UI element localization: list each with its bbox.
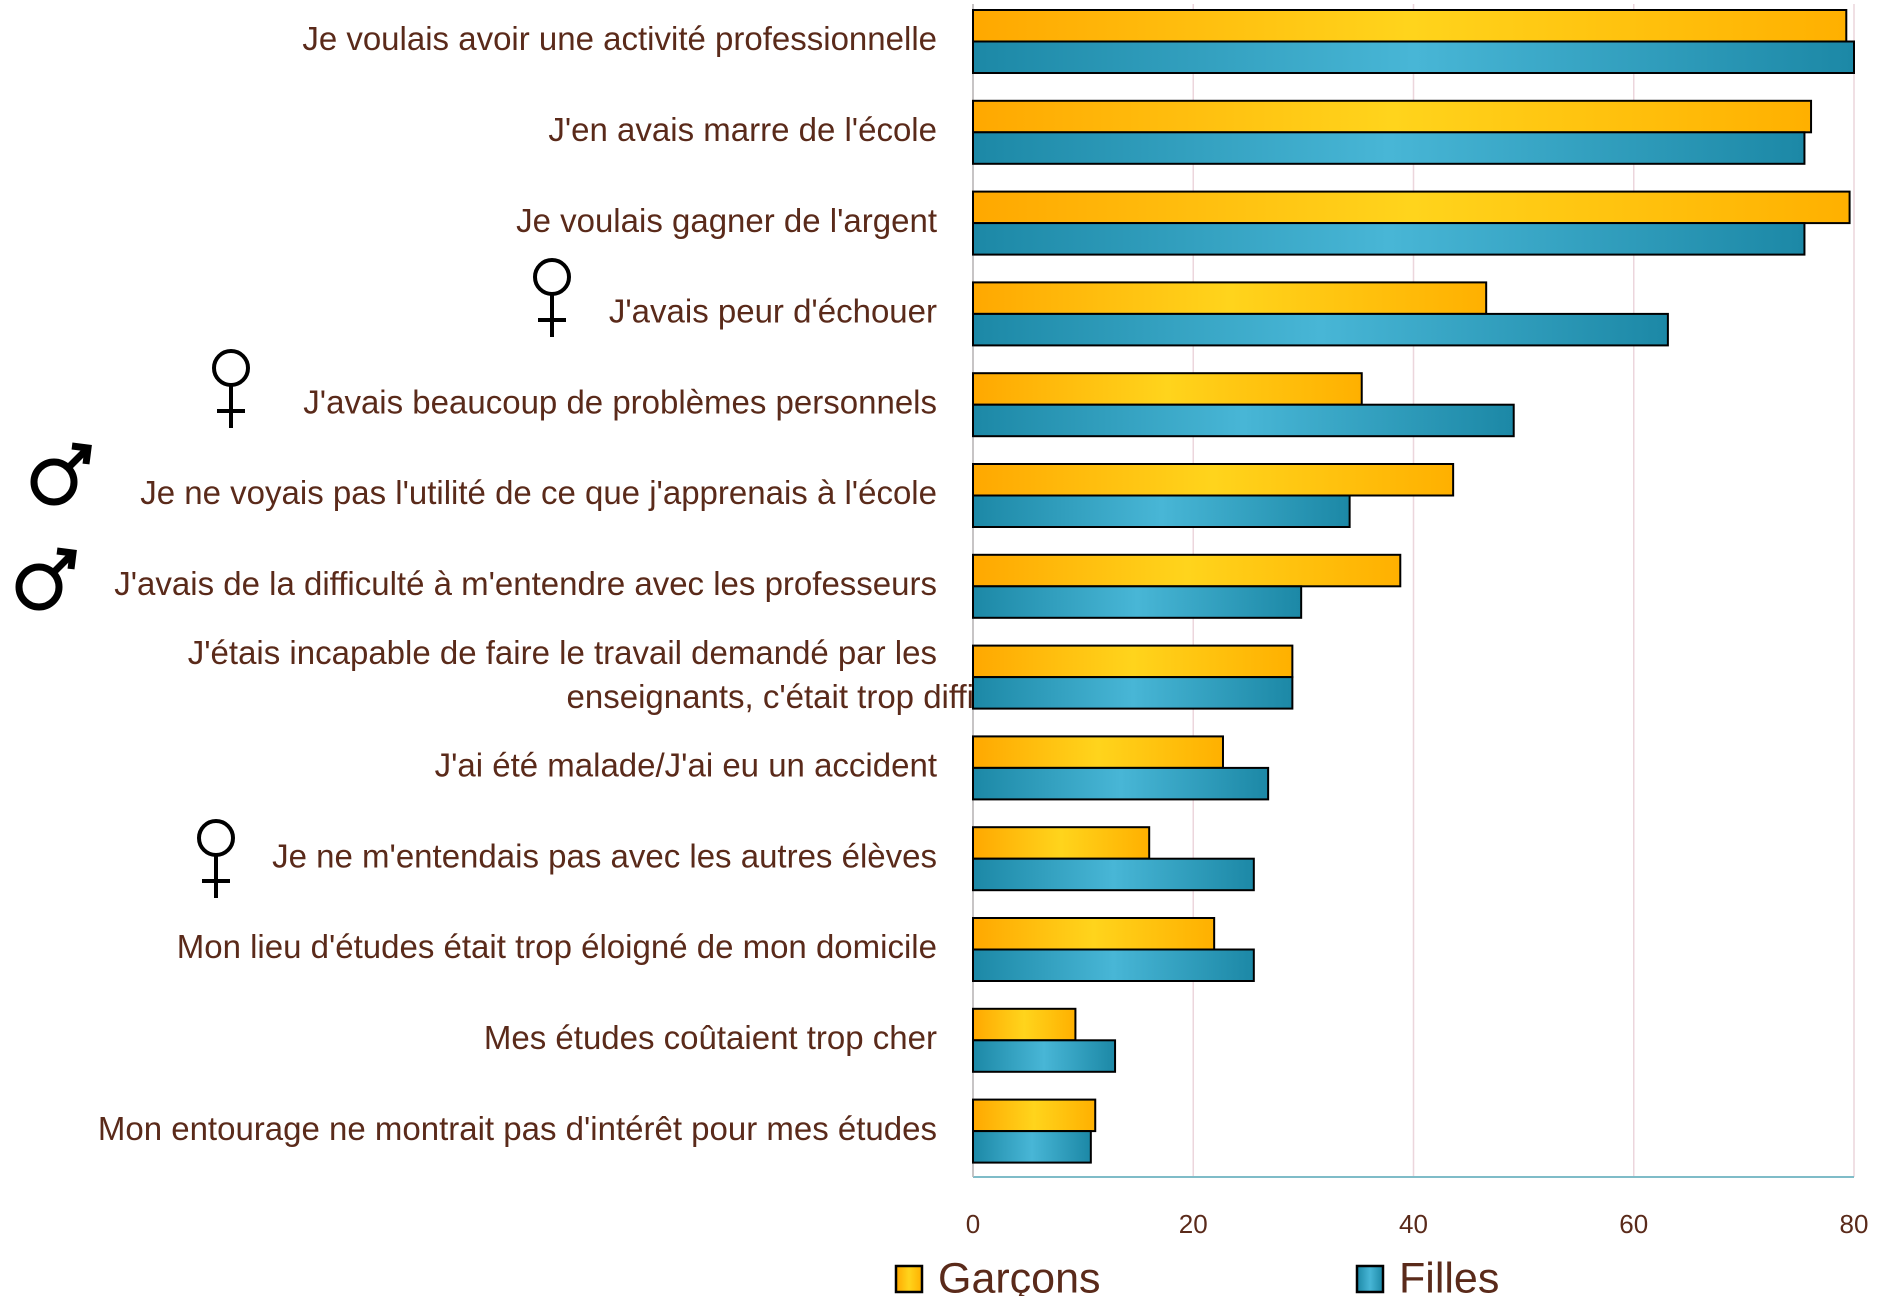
legend-swatch bbox=[1355, 1264, 1385, 1294]
bar bbox=[972, 494, 1351, 528]
category-label: Je voulais avoir une activité profession… bbox=[302, 20, 937, 57]
bar bbox=[972, 676, 1294, 710]
bar bbox=[972, 312, 1669, 347]
bar bbox=[972, 735, 1224, 769]
bar bbox=[972, 857, 1255, 892]
category-label: Mon entourage ne montrait pas d'intérêt … bbox=[98, 1110, 937, 1147]
bar bbox=[972, 190, 1851, 225]
bar bbox=[972, 403, 1515, 438]
category-label: Je ne voyais pas l'utilité de ce que j'a… bbox=[140, 474, 937, 511]
bar bbox=[972, 9, 1848, 43]
bar bbox=[972, 948, 1255, 982]
bar bbox=[972, 553, 1402, 588]
bar bbox=[972, 585, 1303, 619]
bar bbox=[972, 372, 1363, 406]
legend-label: Filles bbox=[1399, 1254, 1499, 1296]
x-tick-label: 0 bbox=[966, 1209, 980, 1239]
bar bbox=[972, 1098, 1097, 1133]
bar bbox=[972, 222, 1806, 256]
female-icon bbox=[533, 258, 571, 337]
bar bbox=[972, 281, 1488, 315]
x-tick-label: 80 bbox=[1840, 1209, 1869, 1239]
bar bbox=[972, 644, 1294, 679]
category-label: J'ai été malade/J'ai eu un accident bbox=[435, 747, 937, 784]
bar bbox=[972, 917, 1216, 951]
gender-icons bbox=[15, 258, 571, 898]
bar bbox=[972, 463, 1455, 497]
category-label: Mes études coûtaient trop cher bbox=[484, 1019, 937, 1056]
bar bbox=[972, 766, 1270, 801]
female-icon bbox=[197, 819, 235, 898]
category-label: Mon lieu d'études était trop éloigné de … bbox=[177, 928, 937, 965]
bar bbox=[972, 1130, 1092, 1164]
bar bbox=[972, 826, 1151, 860]
bar bbox=[972, 40, 1855, 74]
bar bbox=[972, 131, 1806, 165]
legend-label: Garçons bbox=[938, 1254, 1101, 1296]
x-tick-label: 40 bbox=[1399, 1209, 1428, 1239]
category-label: J'avais de la difficulté à m'entendre av… bbox=[114, 565, 937, 602]
female-icon bbox=[212, 349, 250, 428]
category-label: J'avais beaucoup de problèmes personnels bbox=[303, 383, 937, 420]
male-icon bbox=[15, 547, 77, 611]
category-label: J'en avais marre de l'école bbox=[548, 111, 937, 148]
male-icon bbox=[30, 442, 92, 506]
category-label: Je voulais gagner de l'argent bbox=[516, 202, 937, 239]
category-label: J'avais peur d'échouer bbox=[609, 293, 937, 330]
category-label: J'étais incapable de faire le travail de… bbox=[188, 634, 1024, 715]
bar bbox=[972, 99, 1813, 134]
bar bbox=[972, 1039, 1117, 1073]
legend-swatch bbox=[894, 1264, 924, 1294]
x-tick-label: 60 bbox=[1619, 1209, 1648, 1239]
bar bbox=[972, 1007, 1077, 1042]
category-label: Je ne m'entendais pas avec les autres él… bbox=[272, 837, 937, 874]
x-tick-label: 20 bbox=[1179, 1209, 1208, 1239]
